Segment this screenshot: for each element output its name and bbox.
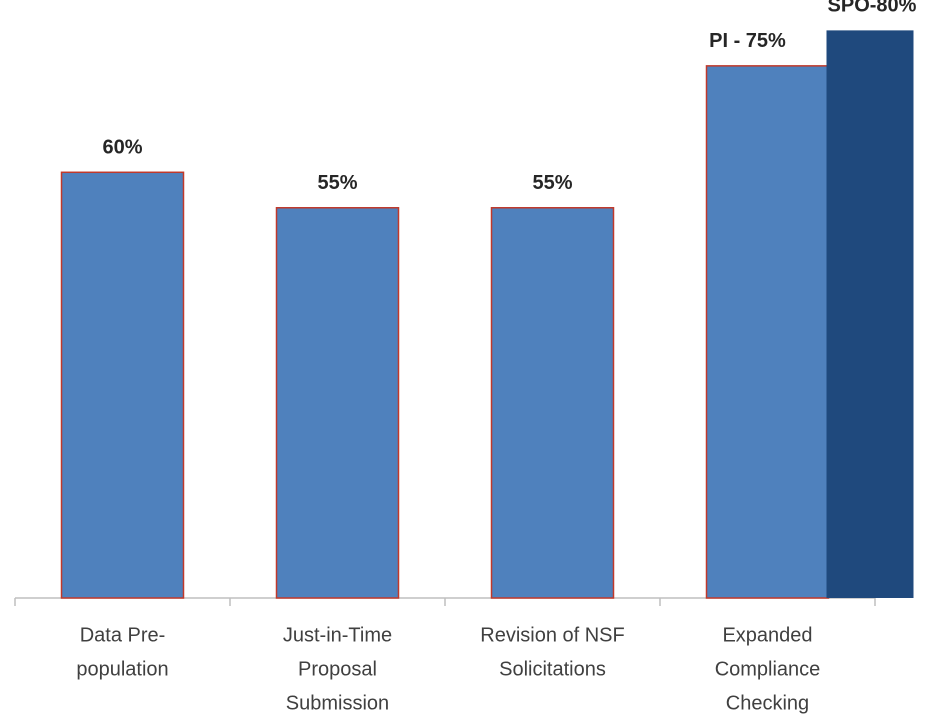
- x-tick-label: Compliance: [715, 658, 821, 680]
- x-tick-label: Solicitations: [499, 658, 606, 680]
- x-tick-label: Checking: [726, 692, 809, 714]
- bar: [705, 65, 830, 599]
- x-tick-label: Submission: [286, 692, 389, 714]
- bar: [490, 207, 615, 599]
- bar: [275, 207, 400, 599]
- x-tick-label: Data Pre-: [80, 624, 166, 646]
- bar: [826, 30, 914, 598]
- data-label: 55%: [317, 172, 357, 194]
- x-tick-label: Revision of NSF: [480, 624, 625, 646]
- x-tick-label: Expanded: [722, 624, 812, 646]
- data-label: 60%: [102, 137, 142, 159]
- x-tick-label: population: [76, 658, 168, 680]
- x-tick-label: Proposal: [298, 658, 377, 680]
- data-label: PI - 75%: [709, 30, 786, 52]
- x-tick-label: Just-in-Time: [283, 624, 392, 646]
- data-label: 55%: [532, 172, 572, 194]
- data-label: SPO-80%: [828, 0, 917, 17]
- bar: [60, 171, 185, 599]
